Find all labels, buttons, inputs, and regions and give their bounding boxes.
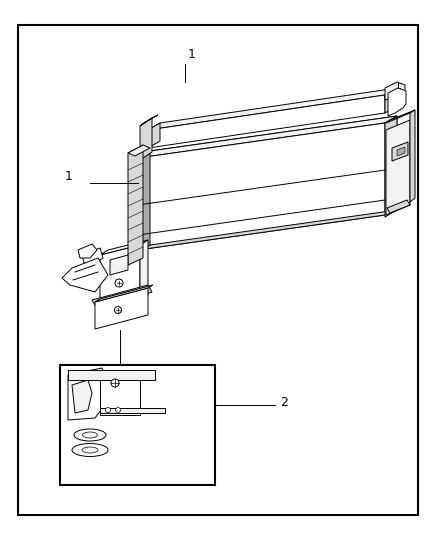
Polygon shape (128, 145, 143, 265)
Ellipse shape (74, 429, 106, 441)
Polygon shape (68, 370, 155, 380)
Polygon shape (385, 116, 397, 217)
Polygon shape (68, 368, 108, 420)
Ellipse shape (72, 443, 108, 456)
Polygon shape (72, 380, 92, 413)
Polygon shape (148, 95, 385, 148)
Polygon shape (148, 123, 160, 148)
Polygon shape (392, 142, 408, 161)
Polygon shape (95, 285, 153, 302)
Circle shape (114, 306, 121, 313)
Polygon shape (148, 88, 397, 130)
Polygon shape (95, 288, 148, 329)
Polygon shape (78, 244, 97, 258)
Text: 2: 2 (280, 397, 288, 409)
Text: 1: 1 (65, 171, 73, 183)
Circle shape (106, 408, 110, 413)
Circle shape (116, 408, 120, 413)
Ellipse shape (82, 432, 98, 438)
Polygon shape (397, 147, 405, 156)
Bar (60, 365, 215, 485)
Polygon shape (100, 370, 140, 415)
Polygon shape (100, 245, 140, 310)
Polygon shape (140, 115, 158, 126)
Polygon shape (140, 240, 148, 300)
Polygon shape (138, 151, 150, 252)
Polygon shape (62, 258, 108, 292)
Polygon shape (138, 123, 385, 250)
Polygon shape (385, 88, 397, 113)
Polygon shape (387, 200, 410, 213)
Polygon shape (138, 210, 397, 250)
Text: 1: 1 (188, 49, 196, 61)
Polygon shape (150, 116, 397, 240)
Circle shape (111, 379, 119, 387)
Circle shape (115, 279, 123, 287)
Polygon shape (388, 88, 406, 116)
Polygon shape (386, 120, 410, 215)
Polygon shape (100, 240, 148, 255)
Polygon shape (140, 118, 152, 160)
Polygon shape (100, 408, 165, 413)
Polygon shape (410, 110, 415, 202)
Polygon shape (82, 248, 103, 263)
Ellipse shape (82, 447, 98, 453)
Polygon shape (92, 285, 152, 307)
Polygon shape (110, 255, 128, 275)
Polygon shape (128, 145, 150, 156)
Polygon shape (385, 82, 405, 100)
Polygon shape (138, 116, 397, 158)
Polygon shape (386, 110, 415, 123)
